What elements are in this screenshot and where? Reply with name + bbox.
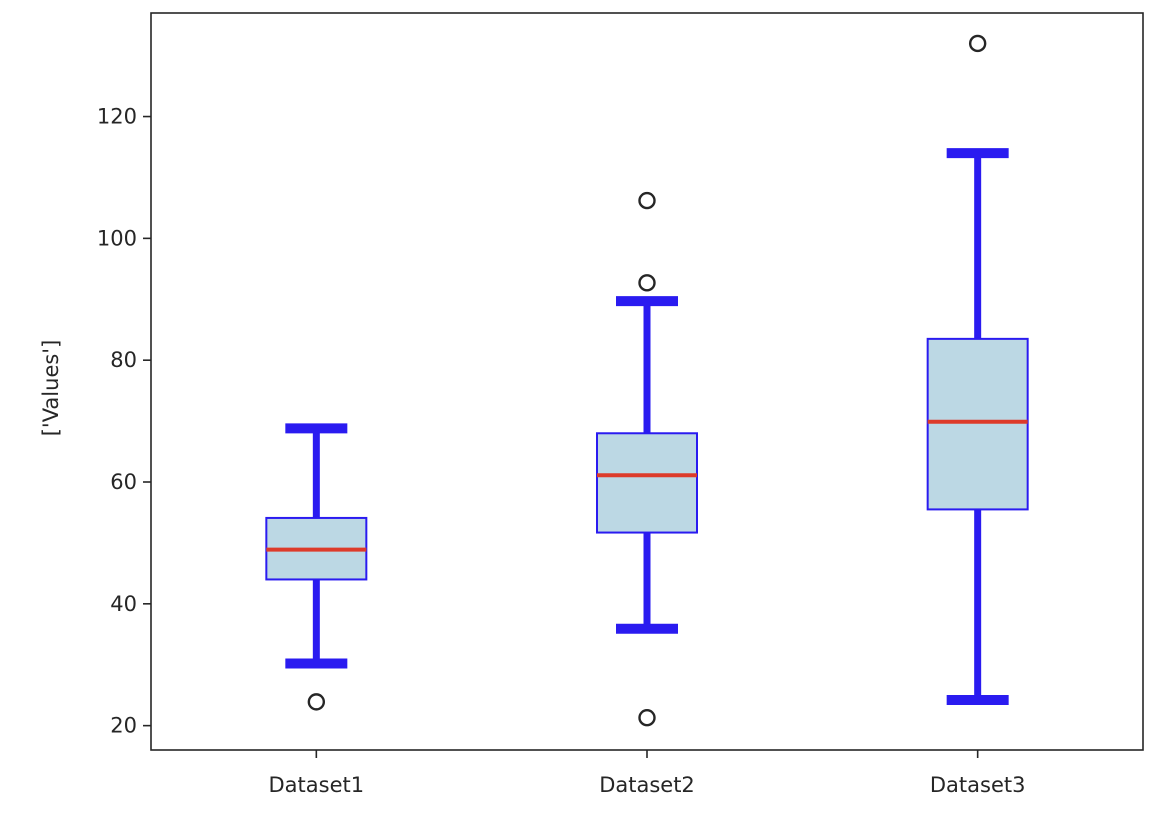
x-tick-label: Dataset1 (269, 773, 365, 797)
outlier-point (638, 274, 656, 292)
y-tick-label: 100 (97, 226, 137, 250)
plot-marks (265, 34, 1029, 727)
outlier-point (307, 693, 326, 711)
y-tick-label: 120 (97, 105, 137, 129)
y-axis-label: ['Values'] (39, 340, 63, 437)
y-tick-label: 80 (110, 348, 137, 372)
x-tick-label: Dataset2 (599, 773, 695, 797)
y-tick-label: 20 (110, 714, 137, 738)
y-tick-label: 60 (110, 470, 137, 494)
box-iqr (596, 432, 698, 534)
outlier-point (638, 191, 656, 210)
outlier-point (638, 709, 656, 727)
outlier-point (968, 34, 987, 53)
x-tick-label: Dataset3 (930, 773, 1026, 797)
y-tick-label: 40 (110, 592, 137, 616)
box-iqr (926, 337, 1029, 511)
